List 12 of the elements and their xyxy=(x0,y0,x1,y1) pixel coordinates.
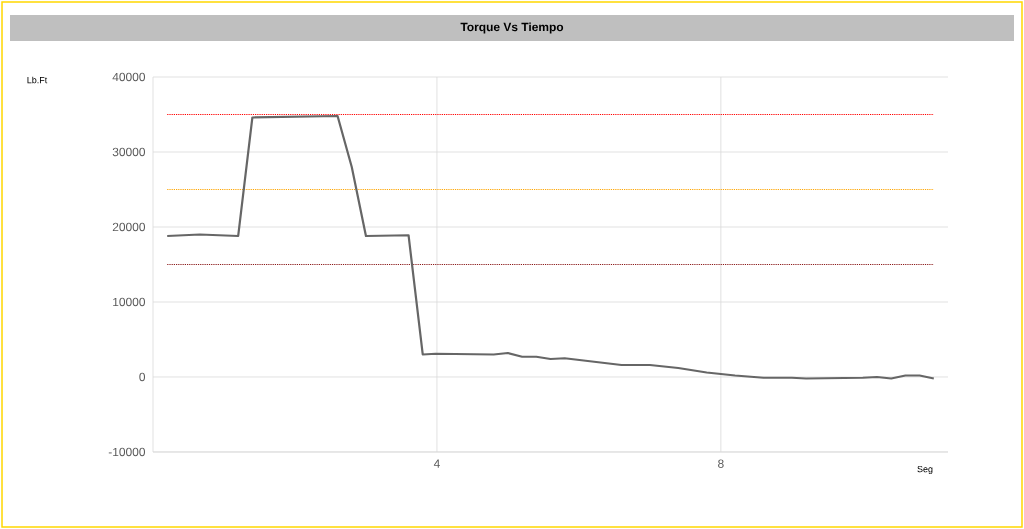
x-tick-label: 4 xyxy=(433,459,440,468)
y-tick-label: 0 xyxy=(139,372,146,382)
y-tick-label: -10000 xyxy=(108,447,146,457)
x-tick-label: 8 xyxy=(718,459,724,468)
y-tick-label: 40000 xyxy=(112,72,146,82)
y-tick-label: 10000 xyxy=(113,297,146,307)
line-series xyxy=(166,114,935,380)
x-axis-title: Seg xyxy=(917,465,933,475)
chart-title: Torque Vs Tiempo xyxy=(460,22,564,34)
y-tick-label: 30000 xyxy=(112,147,146,157)
y-tick-label: 20000 xyxy=(112,222,146,232)
text: Lb.Ft xyxy=(27,76,48,84)
